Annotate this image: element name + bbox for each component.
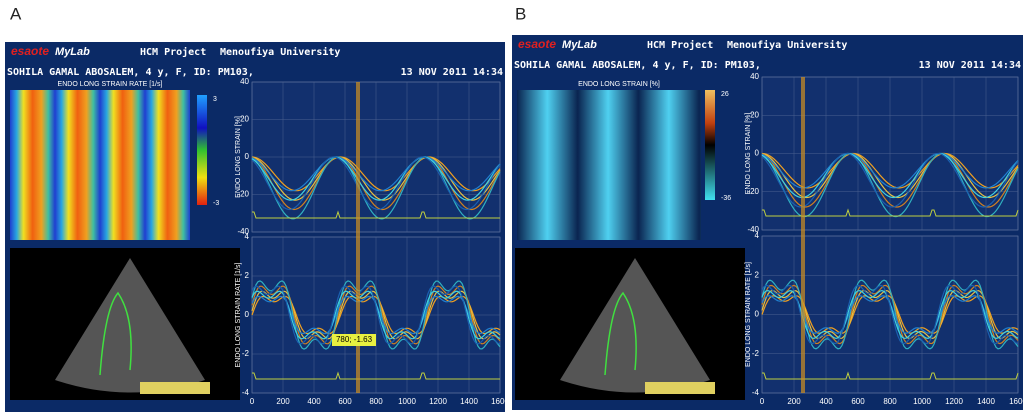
- x-tick-label: 1200: [429, 397, 447, 406]
- x-tick-label: 200: [276, 397, 290, 406]
- x-tick-label: 1400: [460, 397, 478, 406]
- y-axis-label: ENDO LONG STRAIN [%]: [235, 116, 242, 198]
- x-tick-label: 0: [760, 397, 765, 406]
- project: HCM Project: [647, 39, 713, 51]
- y-tick-label: 4: [755, 231, 760, 240]
- colorbar-max: 26: [721, 91, 729, 98]
- x-tick-label: 1600: [1009, 397, 1023, 406]
- y-tick-label: 0: [755, 310, 760, 319]
- y-tick-label: 4: [245, 232, 250, 241]
- x-tick-label: 600: [338, 397, 352, 406]
- x-tick-label: 0: [250, 397, 255, 406]
- y-tick-label: -4: [752, 388, 760, 397]
- y-axis-label: ENDO LONG STRAIN RATE [1/s]: [235, 263, 242, 368]
- y-tick-label: -4: [242, 388, 250, 397]
- project: HCM Project: [140, 46, 206, 58]
- panel-label: A: [10, 4, 22, 23]
- patient: SOHILA GAMAL ABOSALEM, 4 y, F, ID: PM103…: [514, 60, 761, 71]
- figure: AesaoteMyLabHCM ProjectMenoufiya Univers…: [0, 0, 1023, 416]
- panel-label: B: [515, 4, 526, 23]
- brand-sub: MyLab: [55, 46, 90, 58]
- x-tick-label: 800: [883, 397, 897, 406]
- patient: SOHILA GAMAL ABOSALEM, 4 y, F, ID: PM103…: [7, 67, 254, 78]
- x-tick-label: 1200: [945, 397, 963, 406]
- y-axis-label: ENDO LONG STRAIN RATE [1/s]: [745, 262, 752, 367]
- colorbar: [197, 95, 207, 205]
- x-tick-label: 1000: [398, 397, 416, 406]
- date: 13 NOV 2011 14:34: [919, 60, 1021, 71]
- map-title: ENDO LONG STRAIN RATE [1/s]: [58, 81, 163, 88]
- x-tick-label: 800: [369, 397, 383, 406]
- y-tick-label: -2: [242, 349, 250, 358]
- y-tick-label: 40: [750, 72, 759, 81]
- y-tick-label: -2: [752, 349, 760, 358]
- colorbar-min: -3: [213, 200, 219, 207]
- x-tick-label: 600: [851, 397, 865, 406]
- date: 13 NOV 2011 14:34: [401, 67, 503, 78]
- cursor: [801, 77, 805, 393]
- x-tick-label: 1400: [977, 397, 995, 406]
- map-title: ENDO LONG STRAIN [%]: [578, 81, 660, 88]
- x-tick-label: 1000: [913, 397, 931, 406]
- colorbar-min: -36: [721, 195, 731, 202]
- brand-sub: MyLab: [562, 39, 597, 51]
- x-tick-label: 400: [819, 397, 833, 406]
- y-tick-label: 0: [245, 152, 250, 161]
- strain-map: [517, 90, 701, 240]
- cursor: [356, 82, 360, 393]
- colorbar: [705, 90, 715, 200]
- cursor-label: 780; -1.63: [336, 335, 373, 344]
- colorbar-max: 3: [213, 96, 217, 103]
- x-tick-label: 200: [787, 397, 801, 406]
- y-axis-label: ENDO LONG STRAIN [%]: [745, 113, 752, 195]
- frame-box: [140, 382, 210, 394]
- y-tick-label: 0: [245, 310, 250, 319]
- frame-box: [645, 382, 715, 394]
- x-tick-label: 1600: [491, 397, 509, 406]
- x-tick-label: 400: [307, 397, 321, 406]
- y-tick-label: 40: [240, 77, 249, 86]
- strain-map: [10, 90, 190, 240]
- y-tick-label: 2: [245, 271, 250, 280]
- y-tick-label: 2: [755, 270, 760, 279]
- institution: Menoufiya University: [727, 39, 847, 51]
- y-tick-label: 0: [755, 149, 760, 158]
- institution: Menoufiya University: [220, 46, 340, 58]
